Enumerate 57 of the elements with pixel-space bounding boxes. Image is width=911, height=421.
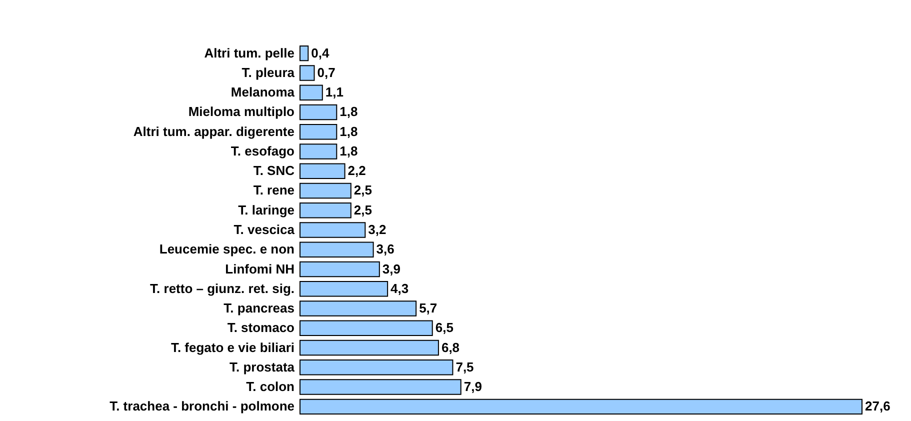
data-label: 6,5 <box>435 320 454 336</box>
y-tick-label: T. esofago <box>230 143 295 158</box>
bar <box>300 182 352 199</box>
data-label: 0,4 <box>311 45 330 60</box>
data-label: 1,8 <box>340 124 358 139</box>
bar <box>300 124 338 140</box>
y-tick-label: T. pleura <box>242 64 296 80</box>
bar <box>300 320 433 336</box>
y-tick-label: T. retto – giunz. ret. sig. <box>150 280 294 296</box>
data-label: 0,7 <box>317 64 336 80</box>
bar <box>300 340 439 356</box>
y-tick-label: T. rene <box>253 182 294 198</box>
y-tick-label: Altri tum. pelle <box>204 45 294 60</box>
data-label: 1,8 <box>340 143 358 158</box>
y-tick-label: Altri tum. appar. digerente <box>133 124 294 139</box>
data-label: 6,8 <box>441 340 460 355</box>
y-tick-label: T. vescica <box>234 222 296 237</box>
y-tick-label: T. colon <box>246 379 295 394</box>
data-label: 3,2 <box>368 222 386 237</box>
data-label: 1,8 <box>340 104 358 120</box>
bar <box>300 65 315 81</box>
bar <box>300 222 366 238</box>
bar <box>300 144 338 160</box>
bar <box>300 300 417 316</box>
y-tick-label: T. stomaco <box>227 320 295 336</box>
data-label: 4,3 <box>390 280 409 296</box>
y-tick-label: Leucemie spec. e non <box>159 242 295 257</box>
bar <box>300 281 388 297</box>
data-label: 2,2 <box>348 163 366 178</box>
y-tick-label: Melanoma <box>230 84 296 100</box>
bar <box>300 202 352 218</box>
y-tick-label: T. fegato e vie biliari <box>170 340 294 355</box>
data-label: 1,1 <box>325 84 344 100</box>
data-label: 2,5 <box>354 202 372 218</box>
data-label: 3,9 <box>382 261 400 276</box>
bar <box>300 84 323 100</box>
data-label: 27,6 <box>865 398 890 414</box>
y-tick-label: T. laringe <box>238 202 294 218</box>
bar <box>300 163 346 179</box>
bar <box>300 379 462 395</box>
data-label: 7,5 <box>456 359 474 374</box>
bar <box>300 360 454 376</box>
bar <box>300 398 862 415</box>
bar <box>300 261 380 278</box>
bar <box>300 104 338 120</box>
y-tick-label: T. SNC <box>253 163 296 178</box>
data-label: 2,5 <box>354 182 372 198</box>
y-tick-label: Mieloma multiplo <box>188 104 295 120</box>
data-label: 5,7 <box>419 300 438 316</box>
y-tick-label: T. pancreas <box>224 300 294 316</box>
bar <box>300 45 309 62</box>
data-label: 7,9 <box>464 379 482 394</box>
data-label: 3,6 <box>376 242 394 257</box>
bar <box>300 242 374 258</box>
y-tick-label: T. trachea - bronchi - polmone <box>110 398 294 414</box>
y-tick-label: Linfomi NH <box>225 261 294 276</box>
y-tick-label: T. prostata <box>229 359 296 374</box>
